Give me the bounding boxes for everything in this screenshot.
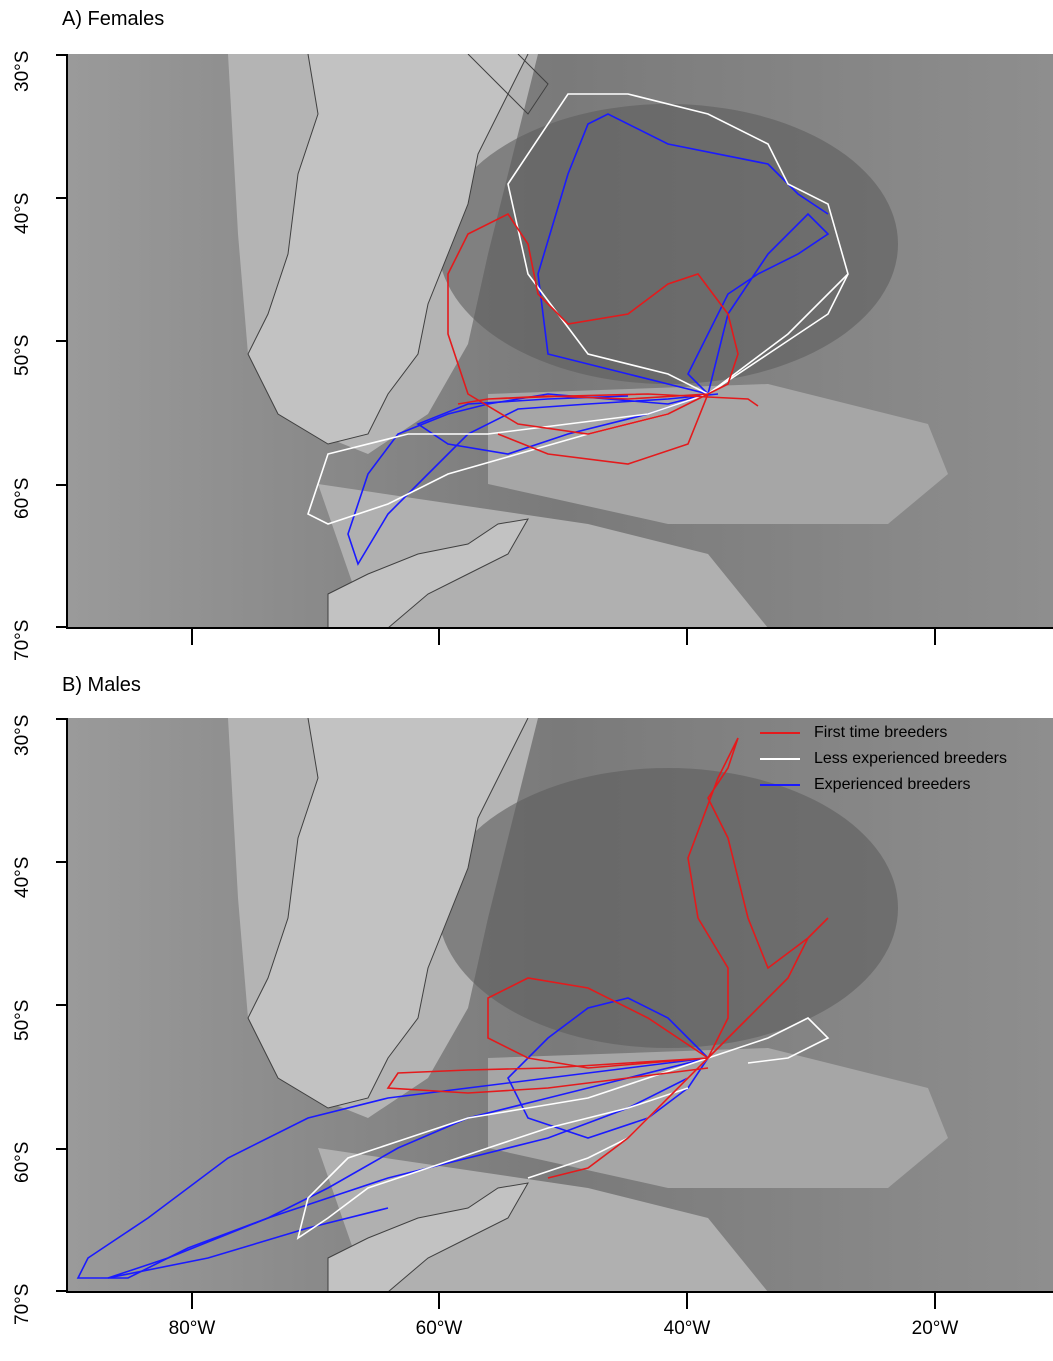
antarctic-peninsula — [327, 1182, 529, 1292]
panel-a-xtick-mark — [438, 629, 440, 645]
panel-a-ytick-40: 40°S — [12, 192, 33, 234]
panel-b-ytick-mark — [56, 861, 66, 863]
xtick-20w: 20°W — [911, 1318, 959, 1339]
panel-b-xtick-mark — [934, 1293, 936, 1309]
legend-item-experienced: Experienced breeders — [760, 772, 1007, 798]
panel-b-ytick-mark — [56, 718, 66, 720]
panel-a-map — [68, 54, 1053, 628]
xtick-40w: 40°W — [663, 1318, 711, 1339]
panel-a-ytick-70: 70°S — [12, 619, 33, 661]
legend-swatch-less-experienced — [760, 758, 800, 760]
legend-label-less-experienced: Less experienced breeders — [814, 750, 1008, 767]
legend: First time breeders Less experienced bre… — [760, 720, 1007, 798]
panel-b-ytick-40: 40°S — [12, 856, 33, 898]
panel-b-ytick-mark — [56, 1004, 66, 1006]
first-time-tracks — [447, 212, 759, 465]
scotia-ridge — [488, 1048, 948, 1188]
panel-a-ytick-30: 30°S — [12, 50, 33, 92]
legend-swatch-experienced — [760, 784, 800, 786]
panel-b-ytick-50: 50°S — [12, 999, 33, 1041]
south-america-land — [247, 54, 529, 445]
xtick-60w: 60°W — [415, 1318, 463, 1339]
border-line — [467, 54, 549, 115]
panel-a-ytick-50: 50°S — [12, 334, 33, 376]
panel-a-xtick-mark — [934, 629, 936, 645]
panel-a-ytick-mark — [56, 626, 66, 628]
panel-b-ytick-mark — [56, 1290, 66, 1292]
legend-item-first-time: First time breeders — [760, 720, 1007, 746]
panel-b-xtick-mark — [686, 1293, 688, 1309]
legend-label-experienced: Experienced breeders — [814, 776, 971, 793]
legend-swatch-first-time — [760, 732, 800, 734]
experienced-tracks — [76, 997, 709, 1279]
panel-b-x-axis — [66, 1291, 1053, 1293]
panel-a-ytick-mark — [56, 484, 66, 486]
panel-b-y-axis — [66, 718, 68, 1292]
panel-b-map — [68, 718, 1053, 1292]
xtick-80w: 80°W — [168, 1318, 216, 1339]
argentine-basin — [438, 768, 898, 1048]
panel-a-map-svg — [68, 54, 1053, 628]
panel-a-xtick-mark — [191, 629, 193, 645]
south-america-land — [247, 718, 529, 1109]
panel-b-xtick-mark — [191, 1293, 193, 1309]
first-time-tracks — [386, 737, 829, 1179]
panel-a-ytick-mark — [56, 197, 66, 199]
panel-a-ytick-60: 60°S — [12, 477, 33, 519]
less-experienced-tracks — [307, 93, 849, 525]
panel-a-y-axis — [66, 54, 68, 628]
panel-b-ytick-mark — [56, 1148, 66, 1150]
panel-a-xtick-mark — [686, 629, 688, 645]
legend-label-first-time: First time breeders — [814, 724, 948, 741]
panel-b-ytick-30: 30°S — [12, 714, 33, 756]
argentine-basin — [438, 104, 898, 384]
panel-b-title: B) Males — [62, 674, 141, 696]
antarctic-peninsula — [327, 518, 529, 628]
panel-a-x-axis — [66, 627, 1053, 629]
panel-b-ytick-60: 60°S — [12, 1141, 33, 1183]
panel-a-ytick-mark — [56, 54, 66, 56]
panel-a-ytick-mark — [56, 340, 66, 342]
panel-a-title: A) Females — [62, 8, 165, 30]
panel-b-xtick-mark — [438, 1293, 440, 1309]
legend-item-less-experienced: Less experienced breeders — [760, 746, 1007, 772]
panel-b-ytick-70: 70°S — [12, 1283, 33, 1325]
panel-b-map-svg — [68, 718, 1053, 1292]
